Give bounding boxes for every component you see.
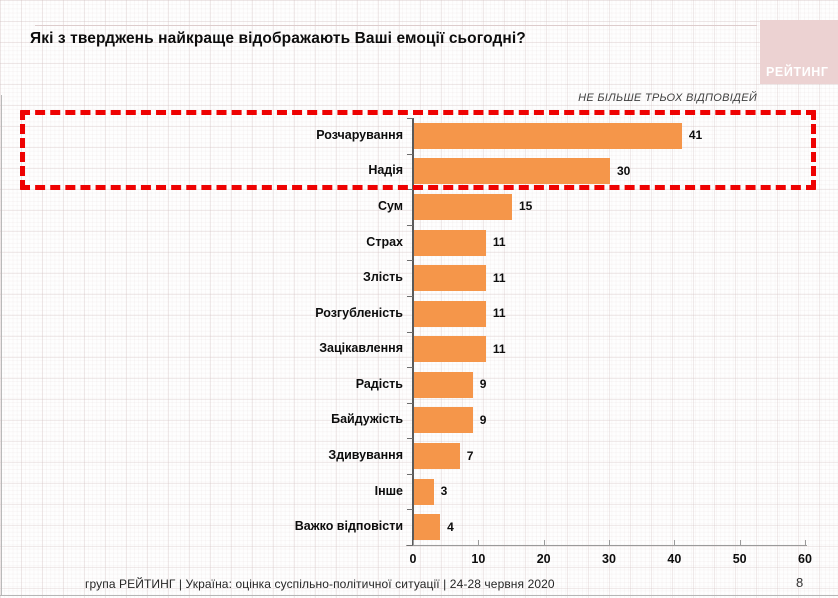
value-axis-tick xyxy=(478,540,480,545)
category-axis-tick xyxy=(407,260,413,262)
bar-value: 3 xyxy=(440,484,448,499)
value-axis-tick xyxy=(413,540,414,545)
x-tick-label: 40 xyxy=(667,552,682,566)
category-axis-tick xyxy=(407,438,413,440)
bar-label: Розчарування xyxy=(316,127,403,142)
value-axis-tick xyxy=(674,540,676,545)
x-tick-label: 30 xyxy=(602,552,616,566)
bar-label: Радість xyxy=(355,376,403,391)
bar-label: Здивування xyxy=(328,448,403,463)
category-axis-tick xyxy=(407,295,413,297)
category-axis-tick xyxy=(407,509,413,511)
bar-value: 11 xyxy=(492,270,506,285)
top-divider-line xyxy=(35,25,757,26)
bar xyxy=(414,229,486,256)
category-axis-tick xyxy=(407,367,413,369)
bar xyxy=(414,300,486,327)
value-axis-tick xyxy=(805,540,806,545)
bar xyxy=(414,336,486,363)
x-tick-label: 0 xyxy=(409,552,417,566)
bar xyxy=(414,265,486,292)
bar-value: 30 xyxy=(617,163,631,178)
bar-value: 41 xyxy=(688,128,703,143)
value-axis-tick xyxy=(609,540,610,545)
bar-value: 11 xyxy=(492,235,506,250)
bar xyxy=(414,443,460,470)
x-tick-label: 60 xyxy=(798,552,812,566)
bar-value: 11 xyxy=(492,341,506,356)
category-axis-tick xyxy=(407,545,413,546)
bar xyxy=(414,193,512,220)
bar-label: Сум xyxy=(377,198,403,213)
bar xyxy=(414,158,610,185)
footer-text: група РЕЙТИНГ | Україна: оцінка суспільн… xyxy=(85,577,555,591)
bar xyxy=(414,478,434,505)
bar xyxy=(414,122,682,149)
bottom-divider-line xyxy=(0,595,838,596)
category-axis-tick xyxy=(407,224,413,226)
page-title: Які з тверджень найкраще відображають Ва… xyxy=(30,30,526,47)
x-tick-label: 20 xyxy=(536,552,551,566)
x-tick-label: 50 xyxy=(732,552,747,566)
value-axis-tick xyxy=(739,540,741,545)
category-axis-tick xyxy=(407,331,413,333)
bar-value: 15 xyxy=(519,199,533,214)
category-axis-tick xyxy=(407,118,413,119)
bar-label: Злість xyxy=(362,270,403,285)
bar-value: 7 xyxy=(466,448,474,463)
bar-value: 9 xyxy=(479,412,487,427)
category-axis-tick xyxy=(407,473,413,475)
bar-value: 9 xyxy=(479,377,487,392)
bar-value: 4 xyxy=(447,519,454,534)
value-axis-tick xyxy=(543,540,545,545)
x-tick-label: 10 xyxy=(471,552,486,566)
category-axis-tick xyxy=(407,402,413,404)
page-number: 8 xyxy=(796,575,804,590)
left-border-line xyxy=(1,95,2,596)
bar-label: Інше xyxy=(374,483,403,498)
category-axis xyxy=(406,545,807,546)
bar xyxy=(414,371,473,398)
bar-label: Надія xyxy=(368,163,403,178)
rating-logo-label: РЕЙТИНГ xyxy=(766,65,829,79)
rating-logo: РЕЙТИНГ xyxy=(760,20,838,84)
max-answers-note: НЕ БІЛЬШЕ ТРЬОХ ВІДПОВІДЕЙ xyxy=(578,92,757,104)
bar xyxy=(414,514,441,541)
bar-label: Розгубленість xyxy=(315,305,403,320)
bar-label: Важко відповісти xyxy=(294,519,403,534)
category-axis-tick xyxy=(407,189,413,191)
category-axis-tick xyxy=(407,153,413,155)
value-axis xyxy=(412,118,414,546)
bar-value: 11 xyxy=(492,306,506,321)
bar-label: Байдужість xyxy=(331,412,403,427)
bar-label: Зацікавлення xyxy=(319,341,403,356)
bar xyxy=(414,407,473,434)
bar-label: Страх xyxy=(366,234,403,249)
